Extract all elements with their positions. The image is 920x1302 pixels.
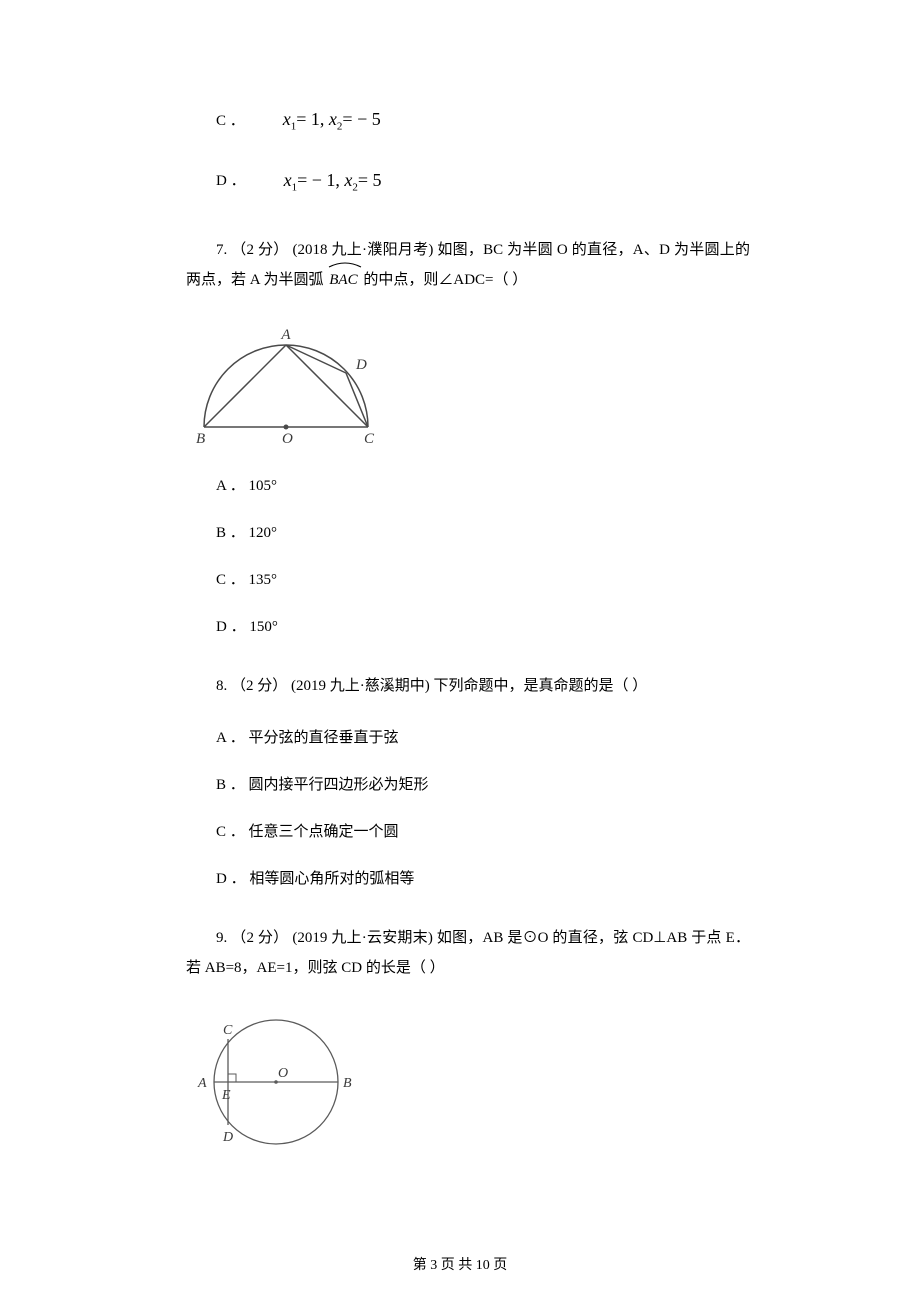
- option-c-math: x1= 1, x2= − 5: [253, 110, 381, 133]
- q7-figure: A D B O C: [186, 319, 750, 451]
- label-c: C: [364, 431, 375, 447]
- label-o: O: [282, 431, 293, 447]
- arc-over-icon: [327, 259, 363, 269]
- question-7-text: 7. （2 分） (2018 九上·濮阳月考) 如图，BC 为半圆 O 的直径，…: [186, 235, 750, 295]
- page-footer: 第 3 页 共 10 页: [0, 1254, 920, 1274]
- question-9-text: 9. （2 分） (2019 九上·云安期末) 如图，AB 是⊙O 的直径，弦 …: [186, 923, 750, 983]
- label-e: E: [221, 1088, 231, 1103]
- option-d-line: D ． x1= − 1, x2= 5: [186, 171, 750, 194]
- label-o2: O: [278, 1066, 288, 1081]
- circle-chord-diagram-icon: C A E O B D: [176, 1009, 366, 1154]
- option-c-label: C ．: [186, 114, 245, 129]
- q7-option-d: D ． 150°: [186, 620, 750, 635]
- semicircle-diagram-icon: A D B O C: [186, 319, 398, 447]
- question-8-text: 8. （2 分） (2019 九上·慈溪期中) 下列命题中，是真命题的是（ ）: [186, 671, 750, 701]
- option-d-label: D ．: [186, 174, 246, 189]
- label-b: B: [196, 431, 205, 447]
- arc-label: BAC: [329, 272, 357, 288]
- label-b2: B: [343, 1076, 352, 1091]
- label-c2: C: [223, 1023, 233, 1038]
- label-d: D: [355, 357, 367, 373]
- q7-option-b: B ． 120°: [186, 526, 750, 541]
- q8-option-b: B ． 圆内接平行四边形必为矩形: [186, 778, 750, 793]
- label-d2: D: [222, 1130, 233, 1145]
- option-d-math: x1= − 1, x2= 5: [254, 171, 382, 194]
- label-a: A: [280, 327, 291, 343]
- q8-option-c: C ． 任意三个点确定一个圆: [186, 825, 750, 840]
- page-content: C ． x1= 1, x2= − 5 D ． x1= − 1, x2= 5 7.…: [0, 0, 920, 1158]
- q7-option-a: A ． 105°: [186, 479, 750, 494]
- label-a2: A: [197, 1076, 207, 1091]
- q9-figure: C A E O B D: [176, 1009, 750, 1158]
- q7-option-c: C ． 135°: [186, 573, 750, 588]
- option-c-line: C ． x1= 1, x2= − 5: [186, 110, 750, 133]
- q8-option-a: A ． 平分弦的直径垂直于弦: [186, 731, 750, 746]
- q8-option-d: D ． 相等圆心角所对的弧相等: [186, 872, 750, 887]
